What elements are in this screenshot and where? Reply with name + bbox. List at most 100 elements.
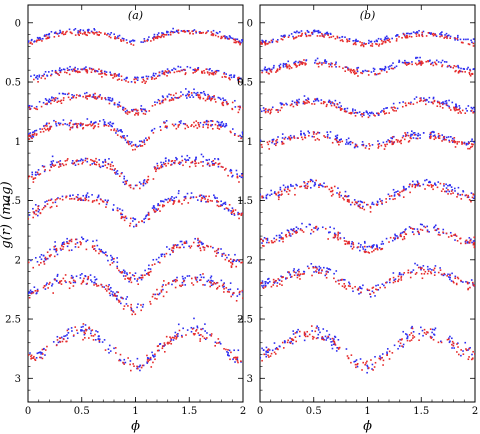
r-band-point	[69, 282, 72, 284]
r-band-point	[105, 206, 107, 208]
g-band-point	[202, 276, 205, 279]
g-band-point	[348, 283, 351, 285]
r-band-point	[163, 73, 166, 76]
r-band-point	[33, 212, 36, 215]
g-band-point	[230, 76, 233, 79]
r-band-point	[452, 280, 454, 283]
g-band-point	[37, 351, 40, 354]
g-band-point	[329, 231, 331, 233]
r-band-point	[280, 106, 283, 109]
r-band-point	[159, 129, 162, 131]
r-band-point	[226, 207, 229, 210]
g-band-point	[96, 70, 99, 73]
r-band-point	[416, 101, 418, 104]
r-band-point	[231, 101, 234, 104]
r-band-point	[430, 63, 432, 66]
r-band-point	[104, 73, 107, 76]
g-band-point	[471, 107, 474, 110]
r-band-point	[232, 209, 234, 212]
g-band-point	[359, 358, 362, 360]
r-band-point	[91, 159, 94, 162]
g-band-point	[117, 74, 119, 76]
r-band-point	[352, 71, 355, 74]
r-band-point	[76, 124, 79, 127]
r-band-point	[163, 280, 165, 282]
r-band-point	[382, 359, 385, 362]
g-band-point	[233, 214, 236, 216]
g-band-point	[47, 33, 50, 36]
r-band-point	[215, 249, 218, 252]
r-band-point	[100, 250, 102, 253]
g-band-point	[186, 329, 189, 331]
r-band-point	[311, 335, 314, 338]
r-band-point	[66, 329, 69, 332]
g-band-point	[223, 35, 226, 37]
r-band-point	[409, 227, 412, 229]
r-band-point	[138, 221, 140, 223]
g-band-point	[72, 276, 74, 279]
r-band-point	[66, 242, 69, 245]
g-band-point	[236, 358, 239, 361]
g-band-point	[71, 94, 73, 96]
r-band-point	[84, 31, 86, 34]
g-band-point	[98, 159, 101, 161]
r-band-point	[34, 358, 36, 361]
r-band-point	[379, 286, 382, 289]
g-band-point	[181, 155, 183, 158]
g-band-point	[85, 195, 87, 197]
g-band-point	[365, 110, 368, 112]
r-band-point	[261, 359, 263, 362]
g-band-point	[395, 35, 397, 37]
g-band-point	[78, 160, 80, 162]
r-band-point	[307, 181, 310, 183]
g-band-point	[387, 37, 389, 39]
r-band-point	[167, 341, 169, 344]
r-band-point	[472, 45, 475, 47]
g-band-point	[62, 243, 64, 245]
g-band-point	[51, 155, 54, 158]
g-band-point	[315, 266, 318, 269]
r-band-point	[275, 238, 278, 241]
r-band-point	[207, 123, 209, 126]
g-band-point	[138, 140, 141, 143]
r-band-point	[64, 280, 66, 282]
g-band-point	[202, 161, 204, 163]
r-band-point	[178, 329, 181, 332]
r-band-point	[269, 355, 272, 357]
r-band-point	[359, 203, 361, 206]
r-band-point	[85, 329, 87, 332]
g-band-point	[293, 268, 295, 270]
r-band-point	[458, 70, 461, 73]
r-band-point	[335, 139, 338, 142]
r-band-point	[173, 124, 175, 127]
r-band-point	[268, 148, 271, 150]
g-band-point	[123, 135, 125, 137]
r-band-point	[304, 63, 307, 66]
r-band-point	[351, 287, 354, 290]
r-band-point	[51, 163, 54, 166]
r-band-point	[100, 73, 102, 75]
r-band-point	[277, 191, 280, 194]
g-band-point	[354, 109, 357, 111]
g-band-point	[218, 123, 220, 126]
r-band-point	[28, 296, 31, 299]
r-band-point	[418, 100, 421, 103]
r-band-point	[234, 39, 237, 42]
r-band-point	[275, 193, 278, 196]
g-band-point	[94, 121, 97, 123]
g-band-point	[124, 183, 126, 186]
r-band-point	[153, 78, 156, 80]
r-band-point	[228, 38, 230, 40]
r-band-point	[420, 60, 422, 63]
r-band-point	[230, 261, 232, 264]
g-band-point	[240, 173, 243, 175]
g-band-point	[209, 67, 211, 70]
g-band-point	[296, 100, 299, 103]
g-band-point	[415, 133, 417, 136]
r-band-point	[391, 143, 394, 146]
r-band-point	[161, 285, 164, 288]
g-band-point	[105, 203, 108, 206]
r-band-point	[313, 103, 316, 105]
g-band-point	[454, 190, 456, 192]
r-band-point	[207, 97, 209, 100]
